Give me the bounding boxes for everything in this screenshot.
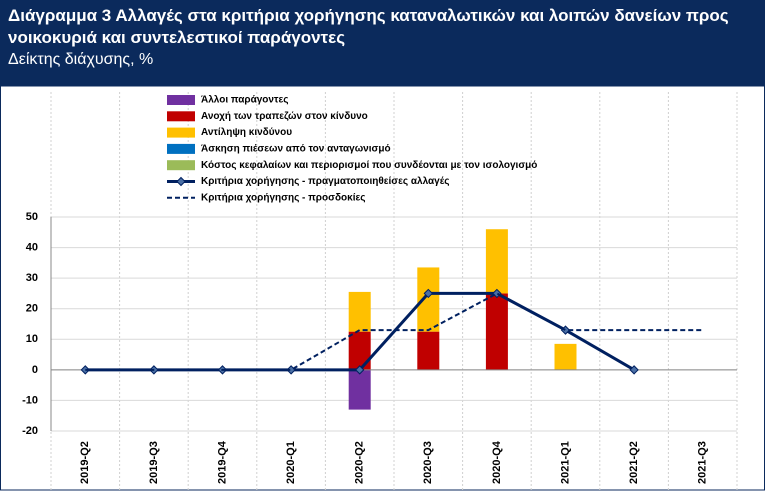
y-tick-label: 40	[26, 241, 38, 253]
y-tick-label: 50	[26, 211, 38, 223]
legend-label: Κριτήρια χορήγησης - προσδοκίες	[201, 192, 365, 203]
y-tick-label: -10	[22, 394, 38, 406]
legend-label: Κόστος κεφαλαίων και περιορισμοί που συν…	[201, 160, 537, 171]
chart-title: Διάγραμμα 3 Αλλαγές στα κριτήρια χορήγησ…	[8, 6, 729, 47]
x-tick-label: 2021-Q2	[628, 441, 640, 484]
legend-label: Κριτήρια χορήγησης - πραγματοποιηθείσες …	[201, 176, 449, 187]
marker	[423, 288, 434, 299]
legend-swatch	[167, 95, 195, 105]
x-tick-label: 2019-Q3	[148, 441, 160, 484]
marker	[492, 288, 502, 299]
bar	[485, 293, 508, 370]
x-tick-label: 2020-Q4	[491, 440, 503, 484]
x-tick-label: 2021-Q1	[559, 441, 571, 484]
x-tick-label: 2020-Q1	[285, 441, 297, 484]
header: Διάγραμμα 3 Αλλαγές στα κριτήρια χορήγησ…	[0, 0, 765, 86]
y-tick-label: 10	[26, 333, 38, 345]
legend-label: Ανοχή των τραπεζών στον κίνδυνο	[201, 111, 368, 122]
bar	[348, 331, 371, 370]
chart-subtitle: Δείκτης διάχυσης, %	[8, 51, 154, 68]
legend-marker	[176, 176, 186, 187]
legend-label: Άσκηση πιέσεων από τον ανταγωνισμό	[201, 144, 391, 155]
x-tick-label: 2019-Q4	[216, 440, 228, 484]
x-tick-label: 2019-Q2	[79, 441, 91, 484]
bar	[417, 267, 440, 332]
legend-swatch	[167, 143, 195, 154]
legend-label: Άλλοι παράγοντες	[201, 95, 288, 106]
bar	[348, 291, 371, 332]
marker	[354, 365, 365, 375]
y-tick-label: 0	[32, 364, 38, 376]
y-tick-label: 20	[26, 303, 38, 315]
legend-swatch	[167, 111, 195, 122]
bar	[348, 369, 371, 410]
x-tick-label: 2021-Q3	[697, 441, 709, 484]
legend-label: Αντίληψη κινδύνου	[201, 127, 292, 138]
legend-swatch	[167, 160, 195, 171]
y-tick-label: 30	[26, 272, 38, 284]
legend-swatch	[167, 127, 195, 138]
bar	[417, 331, 440, 370]
bar	[485, 229, 508, 294]
bar	[554, 343, 577, 370]
marker	[629, 365, 639, 375]
x-tick-label: 2020-Q2	[354, 441, 366, 484]
y-tick-label: -20	[22, 425, 38, 437]
x-tick-label: 2020-Q3	[422, 441, 434, 484]
